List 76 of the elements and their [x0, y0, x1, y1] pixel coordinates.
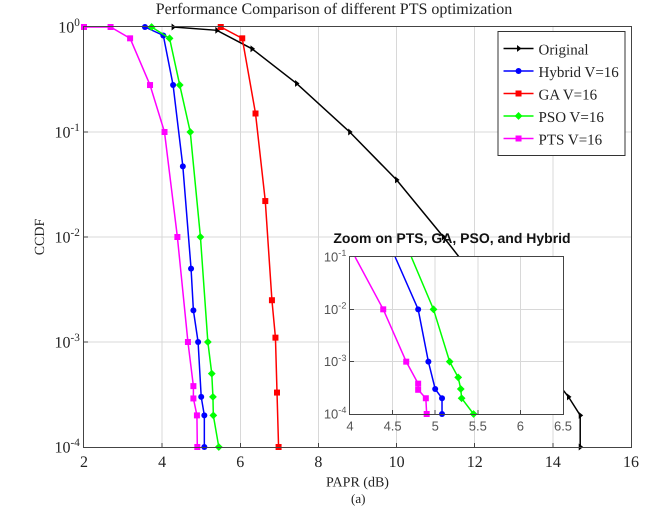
x-tick-label: 6	[236, 454, 244, 472]
point	[446, 358, 454, 366]
point	[209, 393, 217, 401]
point	[190, 307, 196, 314]
legend-label: PTS V=16	[538, 132, 603, 148]
point	[208, 370, 216, 378]
y-tick-label: 10$^{-3}$	[54, 332, 80, 352]
y-tick-label: 10$^{-2}$	[324, 300, 346, 317]
text: (a)	[351, 491, 366, 506]
point	[456, 385, 465, 393]
point	[198, 394, 204, 400]
y-tick-label: 10$^{-1}$	[54, 122, 80, 142]
point	[415, 306, 422, 312]
x-tick-label: 16	[623, 454, 639, 472]
y-tick-label: 10$^{-4}$	[324, 405, 346, 422]
point	[454, 374, 462, 382]
point	[430, 305, 438, 314]
point	[439, 395, 446, 402]
chart-title: Performance Comparison of different PTS optimization	[156, 0, 512, 18]
point	[166, 34, 174, 42]
x-tick-label: 14	[544, 454, 561, 472]
legend-label: Original	[538, 42, 589, 58]
point	[348, 128, 353, 136]
point	[188, 266, 194, 272]
x-tick-label: 12	[466, 454, 483, 472]
point	[147, 82, 154, 88]
point	[415, 386, 422, 393]
point	[432, 386, 438, 392]
y-tick-label: 10$^{-1}$	[324, 248, 346, 265]
point	[190, 395, 196, 402]
x-tick-label: 6	[516, 418, 524, 434]
point	[176, 81, 184, 89]
y-tick-label: 10$^{-3}$	[324, 352, 346, 370]
point	[415, 380, 422, 387]
point	[186, 128, 194, 136]
point	[380, 306, 386, 312]
point	[268, 297, 275, 304]
x-tick-label: 5	[432, 418, 439, 434]
point	[204, 338, 212, 346]
point	[127, 35, 134, 42]
point	[274, 390, 280, 396]
point	[209, 411, 218, 420]
legend-label: Hybrid V=16	[538, 64, 620, 81]
point	[194, 412, 200, 418]
legend-label: PSO V=16	[538, 110, 604, 126]
x-tick-label: 4	[346, 418, 354, 434]
point	[425, 358, 432, 365]
point	[170, 82, 176, 88]
y-tick-label: 10$^{0}$	[58, 16, 80, 37]
point	[180, 163, 186, 170]
x-tick-label: 2	[80, 454, 88, 472]
x-tick-label: 4.5	[384, 418, 402, 434]
point	[252, 110, 259, 117]
point	[272, 334, 278, 341]
y-tick-label: 10$^{-2}$	[54, 226, 80, 247]
point	[190, 383, 196, 390]
point	[458, 394, 466, 402]
point	[239, 35, 246, 42]
y-axis-title: CCDF	[33, 218, 48, 256]
x-tick-label: 5.5	[468, 418, 487, 434]
y-tick-label: 10$^{-4}$	[54, 436, 80, 457]
point	[403, 358, 410, 365]
point	[262, 198, 268, 204]
x-tick-label: 10	[388, 454, 405, 472]
x-tick-label: 6.5	[554, 418, 572, 434]
x-axis-title: PAPR (dB)	[326, 476, 390, 490]
x-tick-label: 8	[314, 454, 322, 472]
point	[161, 129, 168, 135]
point	[174, 234, 180, 240]
point	[195, 339, 202, 345]
point	[184, 339, 191, 345]
point	[201, 412, 208, 418]
x-tick-label: 4	[158, 454, 166, 472]
legend-label: GA V=16	[538, 87, 598, 104]
point	[196, 233, 204, 241]
point	[422, 395, 429, 402]
